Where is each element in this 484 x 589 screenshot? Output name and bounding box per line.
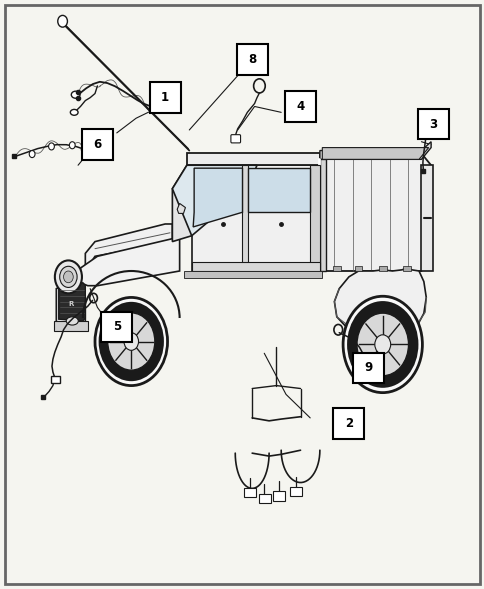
Polygon shape [193,168,242,227]
Ellipse shape [66,317,78,325]
Text: 5: 5 [112,320,121,333]
Polygon shape [56,283,85,324]
Circle shape [347,301,418,388]
Ellipse shape [152,102,163,111]
Circle shape [356,313,408,376]
Text: 1: 1 [161,91,169,104]
Polygon shape [333,268,425,342]
Circle shape [48,143,54,150]
Circle shape [342,296,422,393]
Polygon shape [191,166,319,271]
FancyBboxPatch shape [273,491,285,501]
Ellipse shape [70,110,78,115]
Polygon shape [319,142,430,160]
FancyBboxPatch shape [101,312,132,342]
Polygon shape [191,262,319,271]
Circle shape [69,142,75,149]
Circle shape [60,266,77,287]
Polygon shape [80,239,179,286]
Text: R: R [68,301,74,307]
Polygon shape [319,154,430,271]
Circle shape [419,114,426,123]
FancyBboxPatch shape [150,82,180,113]
Polygon shape [319,160,325,271]
Polygon shape [310,166,319,271]
FancyBboxPatch shape [333,409,363,439]
Text: 3: 3 [428,118,437,131]
FancyBboxPatch shape [417,109,448,140]
Polygon shape [177,203,185,213]
Ellipse shape [71,91,80,98]
Circle shape [374,335,390,354]
FancyBboxPatch shape [244,488,256,497]
Polygon shape [332,266,340,271]
Circle shape [107,313,154,370]
Polygon shape [172,166,191,241]
FancyBboxPatch shape [290,487,302,496]
Polygon shape [172,166,257,236]
FancyBboxPatch shape [236,44,267,75]
Polygon shape [242,166,248,271]
Polygon shape [54,321,88,331]
Circle shape [95,297,167,386]
Circle shape [29,151,35,158]
Polygon shape [402,266,410,271]
FancyBboxPatch shape [51,376,60,383]
Circle shape [58,15,67,27]
Text: 4: 4 [296,100,304,113]
Polygon shape [186,154,319,166]
Polygon shape [378,266,386,271]
FancyBboxPatch shape [285,91,316,122]
Circle shape [63,271,73,283]
Text: 9: 9 [363,362,372,375]
Polygon shape [184,271,322,278]
FancyBboxPatch shape [352,353,383,383]
Text: 6: 6 [93,138,101,151]
Polygon shape [354,266,362,271]
FancyBboxPatch shape [258,494,270,503]
Polygon shape [85,224,172,271]
FancyBboxPatch shape [230,135,240,143]
FancyBboxPatch shape [371,374,380,382]
Text: 8: 8 [247,53,256,66]
Polygon shape [421,166,432,271]
Circle shape [98,302,164,381]
FancyBboxPatch shape [82,130,113,160]
Circle shape [124,333,138,350]
Polygon shape [59,283,85,321]
Polygon shape [322,148,428,160]
Polygon shape [248,168,310,212]
Circle shape [55,260,82,293]
Text: 2: 2 [344,417,352,431]
